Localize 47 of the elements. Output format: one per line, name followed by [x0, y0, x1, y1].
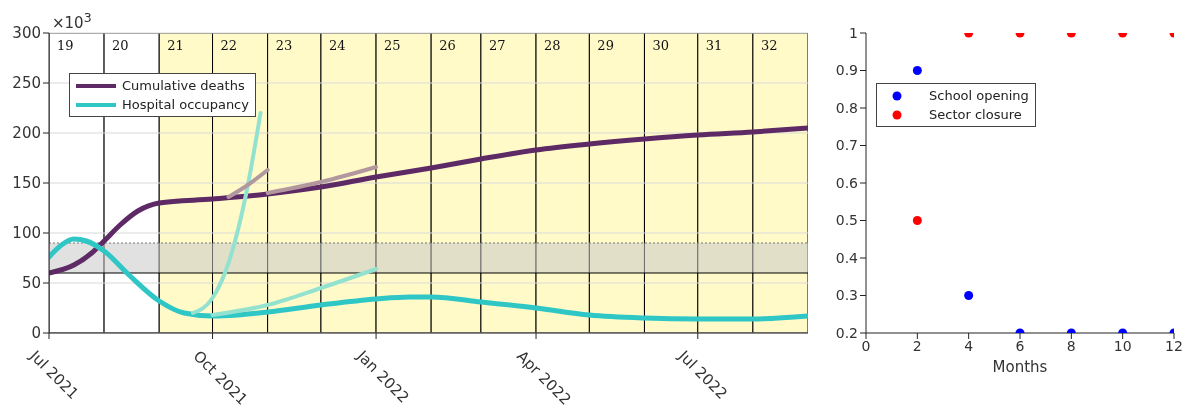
- y-tick-label: 0.2: [835, 324, 858, 341]
- y-tick-label: 0.5: [835, 212, 858, 229]
- y-tick-label: 300: [12, 24, 41, 43]
- band-label: 26: [439, 38, 456, 54]
- band-label: 19: [57, 38, 74, 54]
- line-series: [190, 111, 263, 315]
- y-tick-label: 0.7: [835, 137, 858, 154]
- band-label: 20: [112, 38, 129, 54]
- band-label: 25: [384, 38, 401, 54]
- band-label: 21: [167, 38, 184, 54]
- x-tick-label: 12: [1165, 337, 1183, 354]
- y-tick-label: 50: [21, 274, 41, 293]
- y-tick-label: 1: [849, 24, 858, 41]
- band-label: 24: [328, 38, 346, 54]
- point: [912, 216, 922, 225]
- legend-label: Sector closure: [929, 106, 1022, 124]
- y-tick-label: 150: [12, 174, 41, 193]
- band-label: 30: [652, 38, 670, 54]
- point: [912, 66, 922, 75]
- x-tick-label: 8: [1066, 337, 1076, 354]
- y-tick-label: 0.6: [835, 174, 859, 191]
- band-label: 32: [760, 38, 778, 54]
- line-series: [210, 267, 379, 317]
- band-label: 31: [705, 38, 723, 54]
- x-tick-label: 2: [912, 337, 922, 354]
- band-label: 22: [220, 38, 238, 54]
- y-tick-label: 0.9: [835, 62, 858, 79]
- legend-label: Cumulative deaths: [122, 77, 245, 95]
- band-label: 27: [488, 38, 506, 54]
- x-tick-label: 4: [964, 337, 974, 354]
- x-axis-title: Months: [992, 357, 1048, 376]
- x-tick-label: 6: [1015, 337, 1025, 354]
- point: [964, 291, 974, 300]
- band-label: 28: [544, 38, 561, 54]
- x-tick-label: 0: [861, 337, 871, 354]
- y-tick-label: 100: [12, 224, 41, 243]
- y-tick-label: 0.8: [835, 99, 858, 116]
- legend-label: School opening: [929, 87, 1029, 105]
- y-tick-label: 0.4: [835, 249, 859, 266]
- legend-label: Hospital occupancy: [122, 96, 249, 114]
- y-tick-label: 250: [12, 74, 41, 93]
- x-tick-label: 10: [1113, 337, 1132, 354]
- y-tick-label: 200: [12, 124, 41, 143]
- y-tick-label: 0.3: [835, 287, 858, 304]
- text: ×10$^{3}$: [52, 10, 92, 32]
- band-label: 29: [597, 38, 614, 54]
- band-label: 23: [275, 38, 293, 54]
